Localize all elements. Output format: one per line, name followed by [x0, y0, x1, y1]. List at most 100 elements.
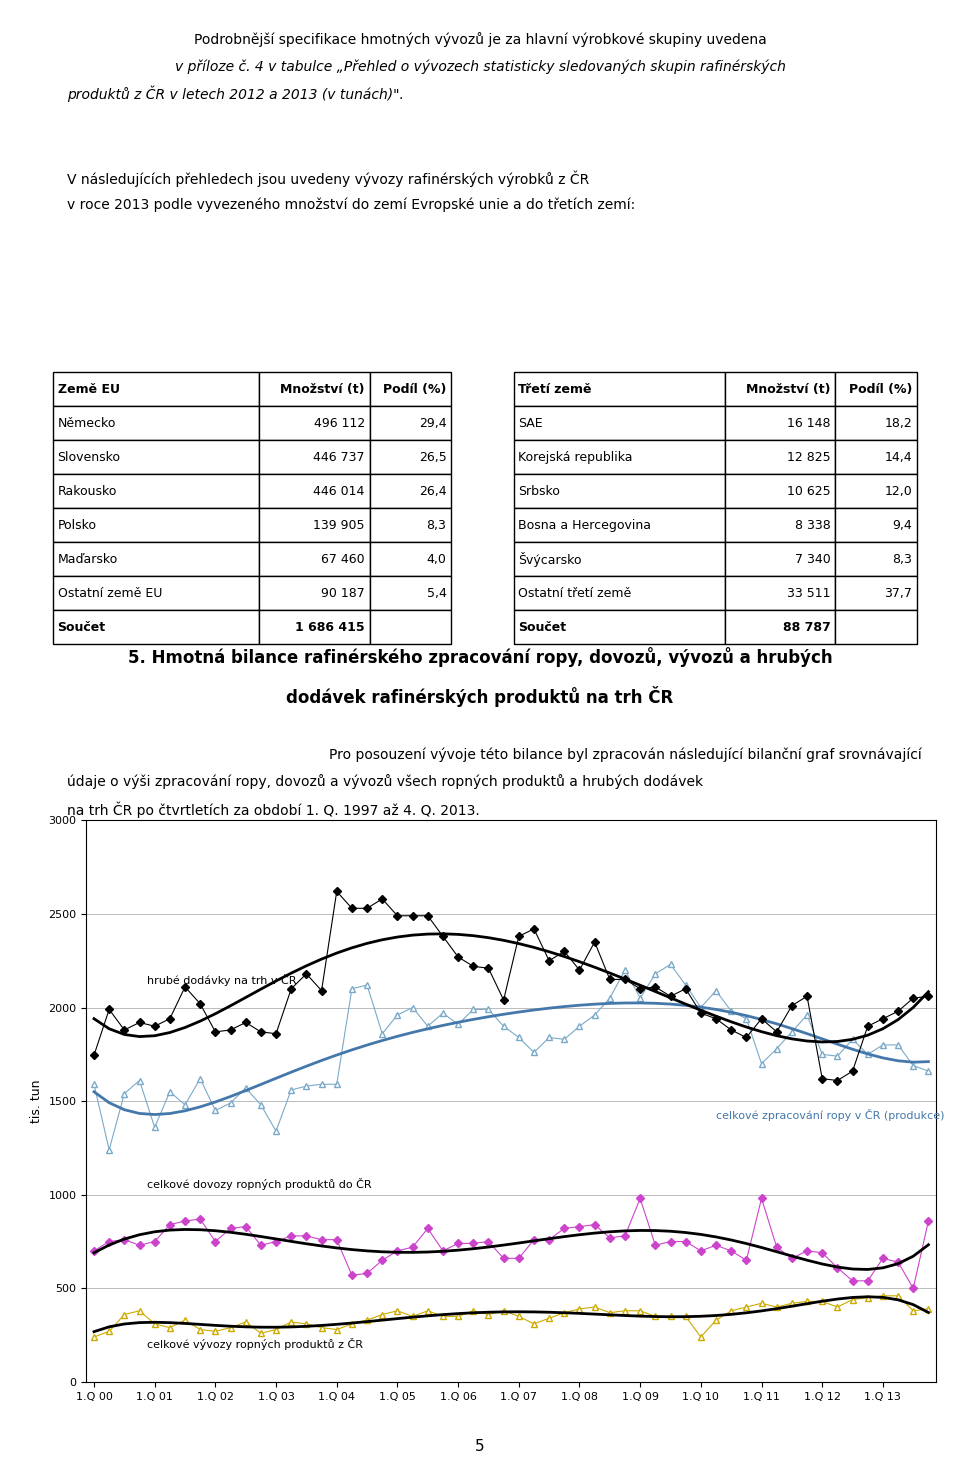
Text: 37,7: 37,7	[884, 587, 912, 600]
Text: 446 737: 446 737	[313, 451, 365, 464]
Bar	[725, 542, 835, 576]
Bar	[514, 372, 725, 406]
Y-axis label: tis. tun: tis. tun	[30, 1079, 43, 1123]
Text: Podíl (%): Podíl (%)	[849, 383, 912, 396]
Text: 90 187: 90 187	[321, 587, 365, 600]
Bar	[514, 610, 725, 644]
Text: celkové zpracování ropy v ČR (produkce): celkové zpracování ropy v ČR (produkce)	[716, 1108, 945, 1120]
Text: 8,3: 8,3	[892, 553, 912, 566]
Bar	[259, 508, 370, 542]
Text: na trh ČR po čtvrtletích za období 1. Q. 1997 až 4. Q. 2013.: na trh ČR po čtvrtletích za období 1. Q.…	[67, 801, 480, 817]
Text: 1 686 415: 1 686 415	[295, 621, 365, 634]
Bar	[725, 474, 835, 508]
Text: 88 787: 88 787	[782, 621, 830, 634]
Text: produktů z ČR v letech 2012 a 2013 (v tunách)".: produktů z ČR v letech 2012 a 2013 (v tu…	[67, 86, 404, 102]
Bar	[835, 576, 917, 610]
Bar	[53, 610, 259, 644]
Text: SAE: SAE	[518, 417, 543, 430]
Bar	[514, 542, 725, 576]
Bar	[370, 474, 451, 508]
Text: Množství (t): Množství (t)	[746, 383, 830, 396]
Text: Korejská republika: Korejská republika	[518, 451, 633, 464]
Text: 9,4: 9,4	[892, 519, 912, 532]
Bar	[725, 610, 835, 644]
Bar	[725, 440, 835, 474]
Text: 496 112: 496 112	[314, 417, 365, 430]
Text: Množství (t): Množství (t)	[280, 383, 365, 396]
Bar	[370, 610, 451, 644]
Bar	[259, 406, 370, 440]
Text: 8,3: 8,3	[426, 519, 446, 532]
Bar	[53, 372, 259, 406]
Bar	[514, 576, 725, 610]
Bar	[835, 542, 917, 576]
Bar	[370, 508, 451, 542]
Bar	[370, 372, 451, 406]
Bar	[370, 440, 451, 474]
Text: Ostatní země EU: Ostatní země EU	[58, 587, 162, 600]
Text: Ostatní třetí země: Ostatní třetí země	[518, 587, 632, 600]
Bar	[53, 508, 259, 542]
Text: 10 625: 10 625	[787, 485, 830, 498]
Text: 18,2: 18,2	[884, 417, 912, 430]
Text: v roce 2013 podle vyvezeného množství do zemí Evropské unie a do třetích zemí:: v roce 2013 podle vyvezeného množství do…	[67, 198, 636, 211]
Bar	[259, 474, 370, 508]
Text: 5: 5	[475, 1440, 485, 1454]
Text: 26,5: 26,5	[419, 451, 446, 464]
Text: 5. Hmotná bilance rafinérského zpracování ropy, dovozů, vývozů a hrubých: 5. Hmotná bilance rafinérského zpracován…	[128, 647, 832, 668]
Bar	[370, 576, 451, 610]
Bar	[514, 440, 725, 474]
Text: 12,0: 12,0	[884, 485, 912, 498]
Text: Bosna a Hercegovina: Bosna a Hercegovina	[518, 519, 652, 532]
Bar	[835, 474, 917, 508]
Bar	[259, 576, 370, 610]
Text: celkové vývozy ropných produktů z ČR: celkové vývozy ropných produktů z ČR	[147, 1339, 363, 1351]
Bar	[514, 406, 725, 440]
Text: Součet: Součet	[518, 621, 566, 634]
Text: 67 460: 67 460	[322, 553, 365, 566]
Text: 8 338: 8 338	[795, 519, 830, 532]
Bar	[725, 576, 835, 610]
Bar	[53, 576, 259, 610]
Bar	[53, 474, 259, 508]
Bar	[514, 474, 725, 508]
Bar	[835, 372, 917, 406]
Text: Srbsko: Srbsko	[518, 485, 561, 498]
Text: Podrobnější specifikace hmotných vývozů je za hlavní výrobkové skupiny uvedena: Podrobnější specifikace hmotných vývozů …	[194, 33, 766, 47]
Text: celkové dovozy ropných produktů do ČR: celkové dovozy ropných produktů do ČR	[147, 1178, 372, 1190]
Bar	[514, 508, 725, 542]
Text: v příloze č. 4 v tabulce „Přehled o vývozech statisticky sledovaných skupin rafi: v příloze č. 4 v tabulce „Přehled o vývo…	[175, 59, 785, 74]
Text: 16 148: 16 148	[787, 417, 830, 430]
Text: Rakousko: Rakousko	[58, 485, 117, 498]
Text: 139 905: 139 905	[313, 519, 365, 532]
Text: 4,0: 4,0	[426, 553, 446, 566]
Text: Švýcarsko: Švýcarsko	[518, 551, 582, 568]
Bar	[53, 542, 259, 576]
Text: Pro posouzení vývoje této bilance byl zpracován následující bilanční graf srovná: Pro posouzení vývoje této bilance byl zp…	[329, 748, 922, 763]
Bar	[835, 508, 917, 542]
Bar	[259, 542, 370, 576]
Bar	[53, 406, 259, 440]
Text: 14,4: 14,4	[884, 451, 912, 464]
Bar	[835, 406, 917, 440]
Bar	[259, 372, 370, 406]
Bar	[725, 508, 835, 542]
Text: dodávek rafinérských produktů na trh ČR: dodávek rafinérských produktů na trh ČR	[286, 686, 674, 706]
Text: Polsko: Polsko	[58, 519, 97, 532]
Bar	[835, 440, 917, 474]
Text: 446 014: 446 014	[313, 485, 365, 498]
Bar	[835, 610, 917, 644]
Text: Země EU: Země EU	[58, 383, 120, 396]
Bar	[259, 440, 370, 474]
Text: Součet: Součet	[58, 621, 106, 634]
Text: Třetí země: Třetí země	[518, 383, 592, 396]
Bar	[53, 440, 259, 474]
Bar	[370, 542, 451, 576]
Text: Německo: Německo	[58, 417, 116, 430]
Bar	[725, 406, 835, 440]
Text: 7 340: 7 340	[795, 553, 830, 566]
Text: hrubé dodávky na trh v ČR: hrubé dodávky na trh v ČR	[147, 974, 297, 986]
Text: Slovensko: Slovensko	[58, 451, 121, 464]
Bar	[259, 610, 370, 644]
Text: 5,4: 5,4	[426, 587, 446, 600]
